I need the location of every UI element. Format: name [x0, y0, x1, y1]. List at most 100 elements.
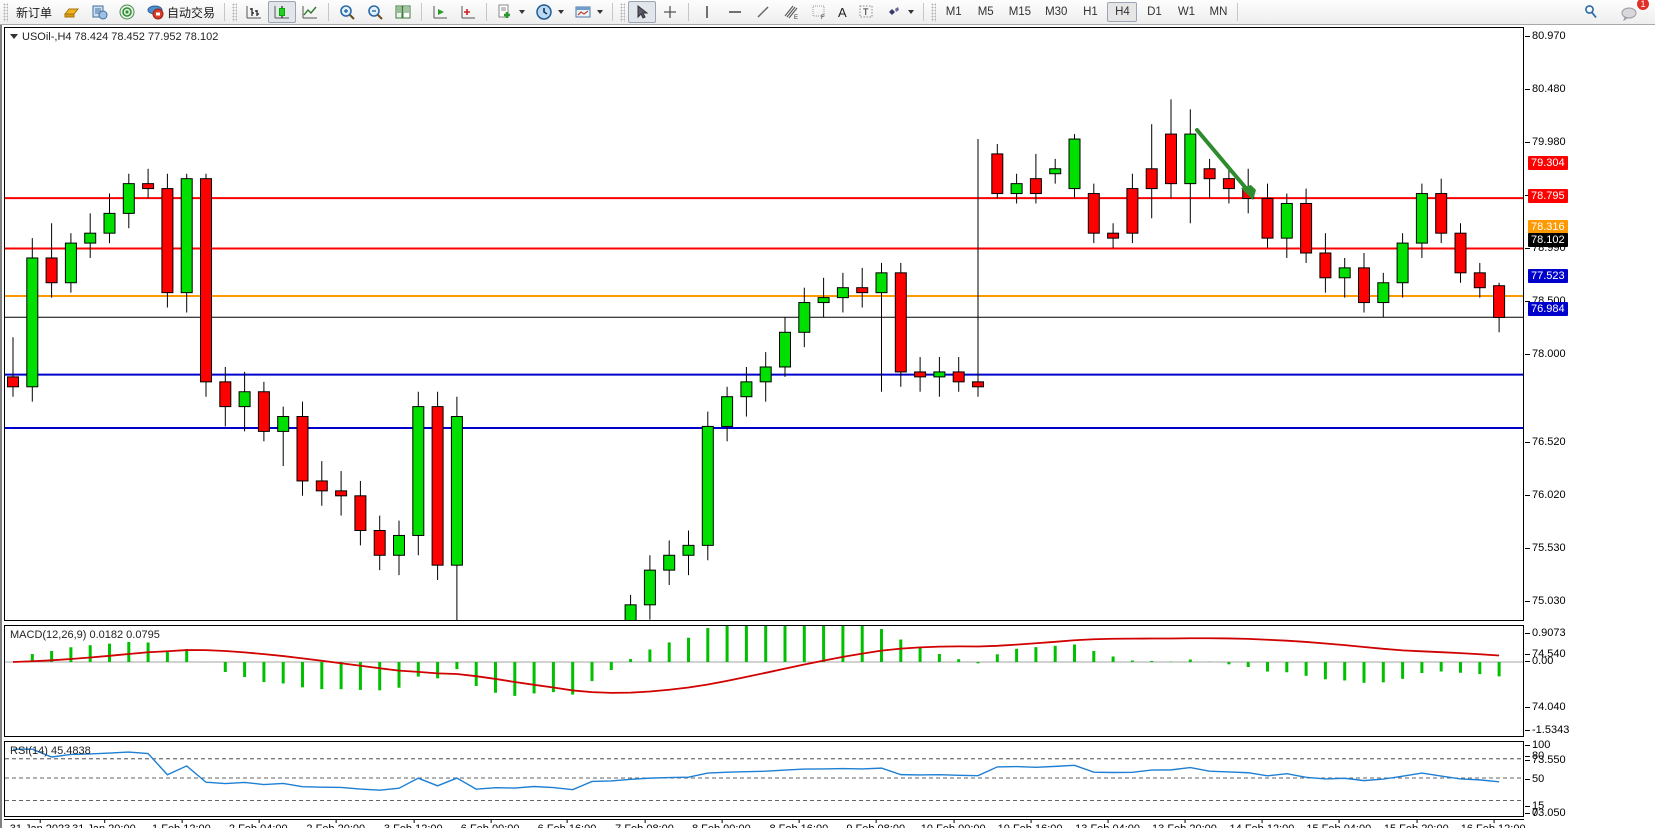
price-axis[interactable]: 80.97080.48079.98079.49078.99078.50078.0… — [1524, 27, 1655, 819]
shapes-tool-icon[interactable] — [880, 1, 919, 23]
data-window-icon[interactable] — [85, 1, 113, 23]
timeframe-d1[interactable]: D1 — [1147, 6, 1162, 18]
timeframe-h1[interactable]: H1 — [1083, 6, 1098, 18]
timeframe-w1[interactable]: W1 — [1177, 6, 1196, 18]
resistance-1-label[interactable]: 79.304 — [1528, 156, 1568, 170]
macd-tick: 0.9073 — [1525, 627, 1566, 639]
rsi-label: RSI(14) 45.4838 — [10, 745, 91, 757]
candlestick-chart-icon[interactable] — [268, 1, 297, 23]
resistance-2-label[interactable]: 78.795 — [1528, 189, 1568, 203]
auto-scroll-icon[interactable] — [454, 1, 482, 23]
equidistant-channel-tool-icon[interactable]: E — [777, 1, 805, 23]
price-tick: 75.530 — [1525, 542, 1566, 554]
notification-badge: 1 — [1636, 0, 1650, 11]
signal-icon[interactable] — [113, 1, 141, 23]
pivot-label[interactable]: 78.316 — [1528, 220, 1568, 234]
templates-caret-icon[interactable] — [597, 10, 604, 14]
time-tick: 10 Feb 16:00 — [998, 819, 1063, 828]
candle-body — [26, 257, 39, 388]
gold-bar-icon[interactable] — [57, 1, 85, 23]
candle-body — [682, 544, 695, 556]
search-icon[interactable] — [1577, 1, 1605, 23]
horizontal-line-tool-icon[interactable] — [721, 1, 749, 23]
new-order-label: 新订单 — [16, 5, 53, 20]
candle-body — [277, 416, 290, 432]
time-tick: 31 Jan 2023 — [10, 819, 70, 828]
zoom-out-icon[interactable] — [361, 1, 389, 23]
current-price-label[interactable]: 78.102 — [1528, 233, 1568, 247]
shapes-caret-icon[interactable] — [907, 10, 914, 14]
candle-body — [393, 534, 405, 556]
toolbar-grip-4[interactable] — [930, 2, 936, 22]
auto-trading-button[interactable]: 自动交易 — [141, 1, 220, 23]
fibonacci-tool-icon[interactable]: F — [805, 1, 833, 23]
price-tick: 76.020 — [1525, 489, 1566, 501]
down-arrow-annotation — [1195, 128, 1256, 200]
support-2-label[interactable]: 76.984 — [1528, 302, 1568, 316]
rsi-chart-svg[interactable] — [5, 742, 1523, 816]
candle-body — [373, 529, 386, 556]
vertical-line-tool-icon[interactable] — [693, 1, 721, 23]
text-tool-icon[interactable]: A — [833, 1, 852, 23]
candle-body — [450, 416, 463, 566]
toolbar-grip-3[interactable] — [620, 2, 626, 22]
price-pane[interactable]: USOil-,H4 78.424 78.452 77.952 78.102 — [4, 27, 1524, 621]
add-indicator-caret-icon[interactable] — [519, 10, 526, 14]
candle-body — [991, 153, 1004, 195]
add-indicator-button[interactable] — [491, 1, 530, 23]
chart-workspace[interactable]: USOil-,H4 78.424 78.452 77.952 78.102 MA… — [0, 25, 1655, 828]
toolbar-separator-7 — [922, 3, 924, 21]
candle-body — [894, 272, 907, 373]
time-tick: 13 Feb 04:00 — [1075, 819, 1140, 828]
timeframe-m1[interactable]: M1 — [945, 6, 962, 18]
period-caret-icon[interactable] — [558, 10, 565, 14]
macd-pane[interactable]: MACD(12,26,9) 0.0182 0.0795 — [4, 625, 1524, 737]
time-tick: 15 Feb 04:00 — [1306, 819, 1371, 828]
bar-chart-icon[interactable] — [240, 1, 268, 23]
candle-body — [1165, 133, 1177, 185]
macd-chart-svg[interactable] — [5, 626, 1523, 736]
text-label-tool-icon[interactable]: T — [852, 1, 880, 23]
timeframe-mn[interactable]: MN — [1209, 6, 1228, 18]
candle-body — [296, 416, 309, 482]
period-button[interactable] — [530, 1, 569, 23]
candle-body — [7, 376, 19, 388]
price-chart-svg[interactable] — [5, 28, 1523, 620]
time-tick: 10 Feb 00:00 — [921, 819, 986, 828]
candle-body — [1319, 252, 1332, 279]
candle-body — [103, 212, 116, 234]
svg-text:E: E — [794, 15, 798, 21]
timeframe-m15[interactable]: M15 — [1008, 6, 1032, 18]
time-axis[interactable]: 31 Jan 202331 Jan 20:00 1 Feb 12:00 2 Feb … — [4, 819, 1526, 828]
time-tick: 31 Jan 20:00 — [72, 819, 136, 828]
symbol-ohlc-text: USOil-,H4 78.424 78.452 77.952 78.102 — [22, 31, 219, 43]
support-1-label[interactable]: 77.523 — [1528, 269, 1568, 283]
candle-body — [238, 391, 251, 408]
toolbar-grip-2[interactable] — [232, 2, 238, 22]
timeframe-m30[interactable]: M30 — [1045, 6, 1068, 18]
candle-body — [1261, 198, 1274, 239]
line-chart-icon[interactable] — [296, 1, 324, 23]
toolbar-separator-6 — [688, 3, 690, 21]
candle-body — [64, 242, 77, 284]
candle-body — [1203, 168, 1216, 180]
crosshair-tool-icon[interactable] — [656, 1, 684, 23]
collapse-triangle-icon[interactable] — [10, 34, 18, 39]
time-tick: 13 Feb 20:00 — [1152, 819, 1217, 828]
templates-button[interactable] — [569, 1, 608, 23]
timeframe-h4[interactable]: H4 — [1107, 2, 1138, 22]
chart-shift-icon[interactable] — [426, 1, 454, 23]
notifications-icon[interactable]: 1 — [1615, 0, 1650, 23]
timeframe-m5[interactable]: M5 — [977, 6, 994, 18]
zoom-in-icon[interactable] — [333, 1, 361, 23]
trendline-tool-icon[interactable] — [749, 1, 777, 23]
candle-body — [1029, 178, 1042, 195]
time-tick: 3 Feb 12:00 — [384, 819, 443, 828]
new-order-button[interactable]: 新订单 — [11, 1, 57, 23]
rsi-pane[interactable]: RSI(14) 45.4838 — [4, 741, 1524, 817]
candle-body — [180, 178, 193, 294]
tile-windows-icon[interactable] — [389, 1, 417, 23]
toolbar-grip[interactable] — [3, 2, 8, 22]
candle-body — [701, 425, 714, 546]
cursor-tool-icon[interactable] — [628, 1, 657, 23]
